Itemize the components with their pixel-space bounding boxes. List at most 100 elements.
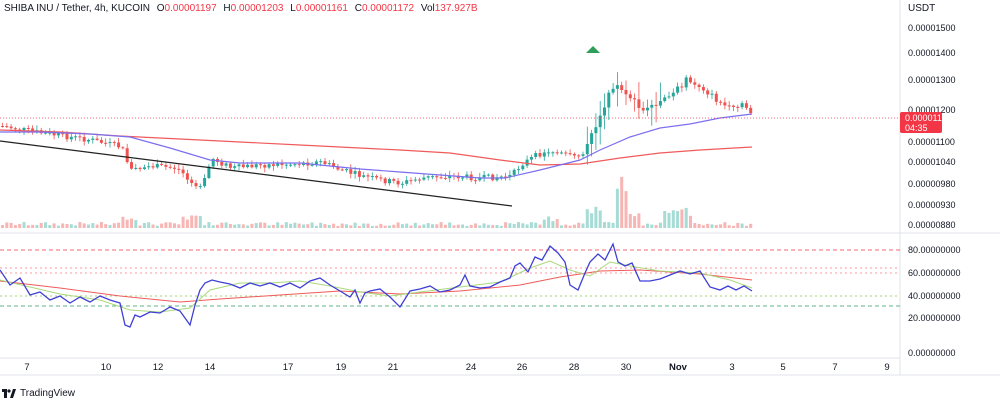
volume-bar (134, 219, 138, 228)
volume-bar (598, 210, 602, 228)
candle-body (99, 139, 103, 143)
volume-bar (689, 215, 692, 228)
candle-body (323, 161, 327, 165)
candle-body (362, 175, 366, 177)
volume-bar (99, 222, 103, 228)
volume-bar (323, 224, 327, 228)
volume-bar (633, 216, 637, 228)
volume-bar (151, 224, 155, 228)
volume-bar (572, 224, 576, 228)
volume-bars (1, 176, 753, 228)
candle-body (61, 133, 65, 135)
volume-bar (693, 223, 697, 228)
volume-bar (680, 209, 684, 228)
candle-body (615, 85, 619, 89)
currency-unit[interactable]: USDT (908, 3, 936, 14)
candle-body (689, 77, 692, 83)
time-tick-label: 12 (153, 362, 164, 373)
candle-body (284, 164, 288, 166)
candle-body (211, 158, 215, 167)
volume-bar (405, 223, 409, 228)
candle-body (357, 171, 361, 177)
candle-body (125, 148, 129, 163)
volume-bar (224, 222, 228, 228)
candle-body (151, 166, 155, 168)
candle-body (508, 174, 512, 177)
candle-body (108, 142, 112, 144)
volume-bar (671, 210, 675, 228)
rsi-moving-average-slow (0, 269, 753, 303)
candle-body (486, 174, 490, 176)
candle-body (254, 164, 258, 168)
volume-bar (388, 225, 391, 228)
volume-bar (310, 222, 314, 228)
volume-bar (658, 222, 662, 228)
candle-body (628, 94, 632, 99)
candle-body (585, 143, 589, 155)
last-price-value: 0.00001172 (905, 113, 952, 123)
candle-body (289, 164, 293, 166)
last-price-label: 0.00001172 04:35 (900, 112, 952, 133)
candle-body (400, 183, 404, 185)
time-tick-label: 9 (884, 362, 889, 373)
candle-body (663, 97, 667, 102)
candle-body (732, 105, 735, 107)
candle-body (263, 165, 267, 168)
price-tick-label: 0.00000980 (908, 179, 956, 189)
volume-bar (701, 225, 705, 228)
candle-body (164, 164, 168, 167)
volume-bar (607, 222, 611, 228)
volume-bar (564, 224, 568, 228)
rsi-tick-label: 40.00000000 (908, 291, 961, 301)
symbol-title[interactable]: SHIBA INU / Tether, 4h, KUCOIN (4, 3, 150, 14)
candle-body (598, 115, 602, 128)
volume-bar (160, 223, 164, 228)
volume-bar (461, 224, 465, 228)
candle-body (65, 133, 69, 140)
price-tick-label: 0.00001500 (908, 23, 956, 33)
volume-bar (603, 222, 606, 228)
candle-body (379, 177, 383, 179)
candle-body (568, 153, 572, 155)
close-value: 0.00001172 (361, 3, 415, 14)
candle-body (271, 164, 275, 166)
candle-body (697, 84, 701, 88)
candle-body (603, 107, 606, 116)
high-label: H (223, 3, 231, 14)
candle-body (620, 85, 624, 90)
volume-bar (302, 224, 305, 228)
candle-body (280, 163, 284, 166)
volume-bar (69, 224, 73, 228)
brand[interactable]: TradingView (2, 388, 75, 399)
volume-bar (78, 222, 82, 228)
volume-bar (104, 224, 108, 228)
candle-body (439, 177, 443, 179)
time-tick-label: 26 (517, 362, 528, 373)
candle-body (422, 177, 426, 180)
volume-bar (108, 224, 112, 228)
volume-bar (9, 222, 13, 228)
volume-bar (482, 223, 486, 228)
rsi-tick-label: 20.00000000 (908, 313, 961, 323)
candle-body (572, 153, 576, 156)
volume-bar (121, 216, 125, 228)
time-tick-label: 28 (569, 362, 580, 373)
volume-bar (293, 222, 297, 228)
volume-bar (504, 222, 508, 228)
rsi-line (0, 242, 753, 328)
candle-body (319, 161, 323, 163)
candle-body (701, 87, 705, 91)
volume-bar (396, 222, 400, 228)
candle-body (297, 164, 301, 166)
candle-body (409, 180, 413, 182)
candle-body (293, 164, 297, 166)
volume-bar (521, 223, 525, 228)
volume-bar (525, 224, 529, 228)
volume-bar (547, 216, 551, 228)
price-axis: 0.00001500 0.00001400 0.00001300 0.00001200… (908, 23, 956, 230)
candle-body (190, 179, 194, 184)
candle-body (637, 99, 641, 108)
volume-bar (91, 223, 95, 228)
candle-body (547, 152, 551, 154)
